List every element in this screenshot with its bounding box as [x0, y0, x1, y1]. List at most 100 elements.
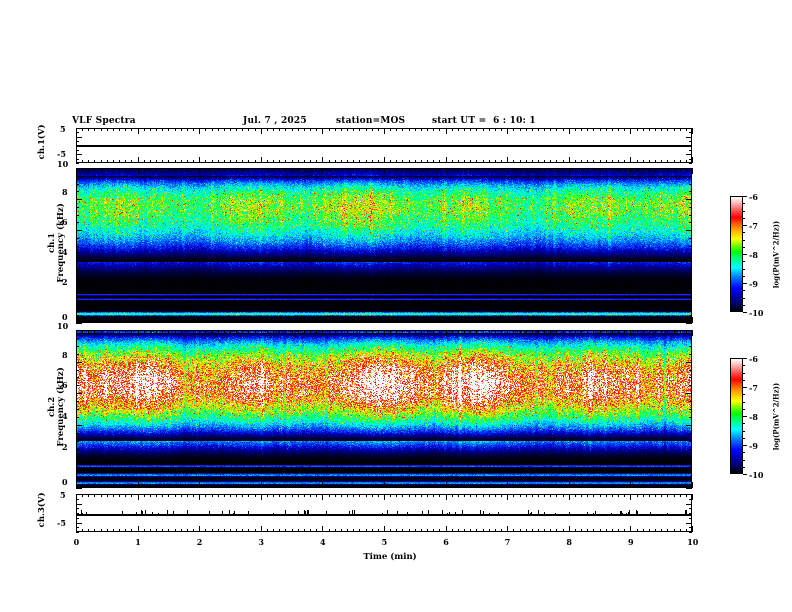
axis-tick [618, 330, 619, 333]
axis-tick [242, 160, 243, 163]
axis-tick [433, 128, 434, 131]
axis-tick [101, 168, 102, 171]
axis-tick [224, 494, 225, 497]
axis-tick [689, 508, 692, 509]
axis-tick [649, 485, 650, 488]
axis-tick [550, 494, 551, 497]
axis-tick [409, 320, 410, 323]
axis-tick [236, 485, 237, 488]
axis-tick [446, 494, 447, 500]
axis-tick [94, 529, 95, 532]
colorbar-minor-tick [743, 460, 745, 461]
axis-tick [76, 499, 79, 500]
axis-tick [649, 330, 650, 333]
axis-tick [686, 261, 692, 262]
axis-tick [199, 157, 200, 163]
axis-tick [310, 128, 311, 131]
axis-tick [581, 128, 582, 131]
axis-tick [76, 508, 79, 509]
axis-tick [489, 529, 490, 532]
axis-tick [452, 160, 453, 163]
axis-tick [637, 320, 638, 323]
axis-tick [156, 160, 157, 163]
axis-tick [689, 338, 692, 339]
axis-tick [76, 315, 79, 316]
axis-tick [76, 482, 77, 488]
axis-tick [433, 330, 434, 333]
axis-tick [212, 485, 213, 488]
axis-tick [150, 128, 151, 131]
axis-tick [464, 168, 465, 171]
axis-tick [131, 330, 132, 333]
axis-tick [378, 160, 379, 163]
axis-tick [415, 160, 416, 163]
axis-tick [661, 529, 662, 532]
ch1-volt-tick-neg5: -5 [57, 149, 66, 159]
axis-tick [446, 168, 447, 174]
axis-tick [556, 529, 557, 532]
axis-tick [255, 160, 256, 163]
axis-tick [390, 160, 391, 163]
axis-tick [101, 330, 102, 333]
axis-tick [88, 160, 89, 163]
colorbar-minor-tick [743, 232, 745, 233]
axis-tick [686, 330, 687, 333]
axis-tick [689, 433, 692, 434]
axis-tick [304, 168, 305, 171]
axis-tick [667, 168, 668, 171]
axis-tick [372, 168, 373, 171]
axis-tick [618, 168, 619, 171]
axis-tick [612, 160, 613, 163]
axis-tick [304, 529, 305, 532]
axis-tick [689, 141, 692, 142]
ch1-freq-tick-8: 8 [62, 187, 68, 197]
axis-tick [279, 529, 280, 532]
axis-tick [175, 160, 176, 163]
axis-tick [526, 128, 527, 131]
axis-tick [587, 529, 588, 532]
axis-tick [205, 160, 206, 163]
axis-tick [686, 488, 692, 489]
axis-tick [236, 128, 237, 131]
axis-tick [587, 160, 588, 163]
axis-tick [427, 160, 428, 163]
axis-tick [390, 529, 391, 532]
axis-tick [224, 168, 225, 171]
axis-tick [82, 128, 83, 131]
axis-tick [390, 320, 391, 323]
axis-tick [88, 485, 89, 488]
axis-tick [335, 128, 336, 131]
axis-tick [76, 199, 82, 200]
axis-tick [76, 330, 82, 331]
axis-tick [236, 494, 237, 497]
axis-tick [501, 485, 502, 488]
axis-tick [76, 472, 79, 473]
axis-tick [630, 317, 631, 323]
axis-tick [439, 494, 440, 497]
axis-tick [162, 320, 163, 323]
axis-tick [285, 168, 286, 171]
axis-tick [513, 494, 514, 497]
axis-tick [119, 160, 120, 163]
axis-tick [501, 330, 502, 333]
axis-tick [168, 168, 169, 171]
axis-tick [569, 157, 570, 163]
axis-tick [661, 168, 662, 171]
x-axis-tick-label: 3 [258, 537, 264, 547]
x-axis-tick-label: 0 [73, 537, 80, 547]
axis-tick [119, 330, 120, 333]
axis-tick [689, 527, 692, 528]
axis-tick [248, 160, 249, 163]
axis-tick [199, 526, 200, 532]
axis-tick [76, 300, 79, 301]
axis-tick [193, 529, 194, 532]
colorbar-minor-tick [743, 431, 745, 432]
axis-tick [212, 160, 213, 163]
axis-tick [168, 128, 169, 131]
figure-start-ut: start UT = 6 : 10: 1 [432, 116, 536, 126]
colorbar-tick [743, 416, 747, 417]
axis-tick [131, 128, 132, 131]
axis-tick [298, 128, 299, 131]
axis-tick [372, 485, 373, 488]
axis-tick [489, 168, 490, 171]
